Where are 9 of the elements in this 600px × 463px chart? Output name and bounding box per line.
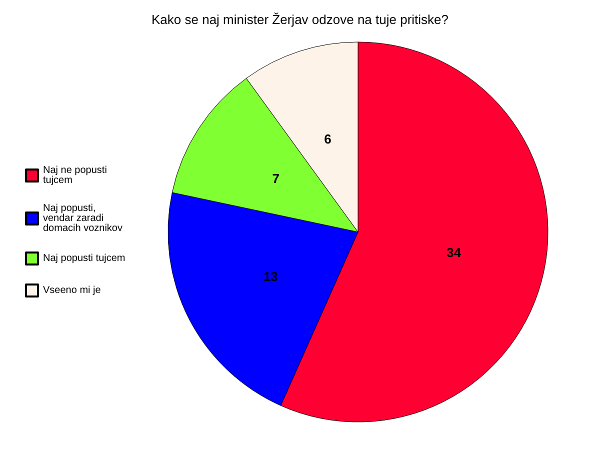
legend-label: Naj popusti tujcem <box>43 253 126 264</box>
data-label: 13 <box>263 268 278 284</box>
chart-title: Kako se naj minister Žerjav odzove na tuje pritiske? <box>152 12 448 27</box>
data-label: 7 <box>272 171 280 186</box>
legend-label: Naj popusti, vendar zaradi domacih voznikov <box>43 203 122 234</box>
legend-label: Naj ne popusti tujcem <box>43 165 110 186</box>
legend-label: Vseeno mi je <box>43 285 102 296</box>
data-label: 6 <box>324 131 332 146</box>
data-label: 34 <box>446 244 462 260</box>
